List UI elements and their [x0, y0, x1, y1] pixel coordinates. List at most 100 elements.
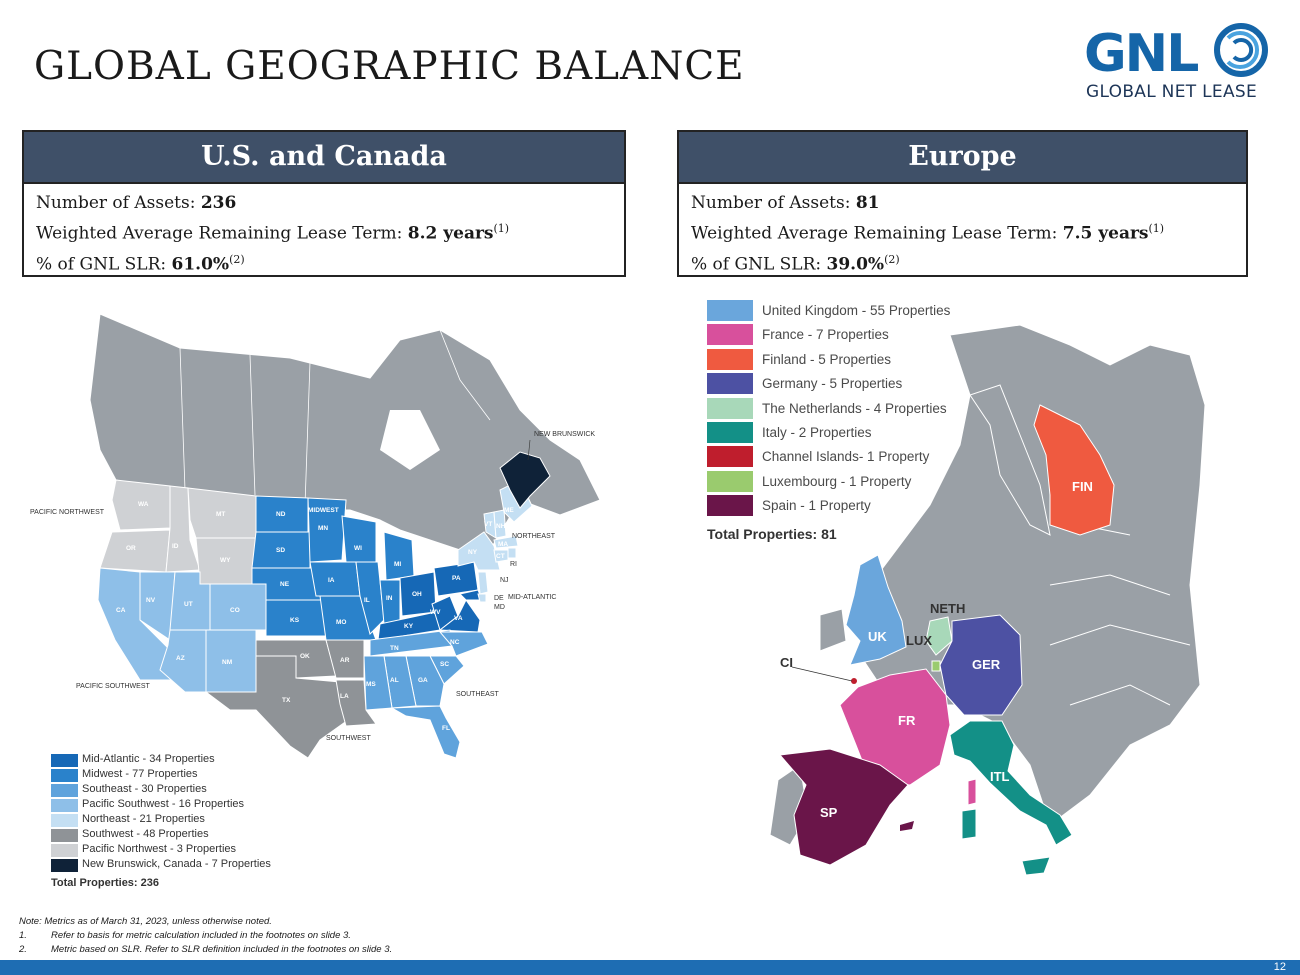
label-ga: GA [418, 677, 428, 684]
label-ct: CT [496, 553, 505, 560]
eu-term-row: Weighted Average Remaining Lease Term: 7… [691, 222, 1165, 244]
label-ny: NY [468, 549, 478, 556]
label-de: DE [494, 595, 504, 602]
label-wa: WA [138, 501, 149, 508]
label-ks: KS [290, 617, 300, 624]
state-wi [341, 515, 377, 563]
label-mi: MI [394, 561, 401, 568]
label-nm: NM [222, 659, 232, 666]
state-nj [477, 571, 489, 595]
label-sc: SC [440, 661, 449, 668]
label-la: LA [340, 693, 349, 700]
eu-legend-item: United Kingdom - 55 Properties [707, 300, 950, 324]
gnl-logo: GNL GLOBAL NET LEASE [1084, 22, 1274, 106]
region-southwest: SOUTHWEST [326, 735, 371, 742]
country-channel-islands [851, 678, 857, 684]
eu-legend-swatch [707, 348, 753, 370]
eu-legend-item: Italy - 2 Properties [707, 421, 872, 446]
eu-legend-swatch [707, 300, 753, 321]
label-ok: OK [300, 653, 310, 660]
country-sicily [1021, 856, 1051, 876]
state-ct [493, 549, 509, 563]
us-legend-item: Southwest - 48 Properties [51, 828, 209, 843]
eu-assets-value: 81 [855, 193, 880, 213]
eu-legend-swatch [707, 324, 753, 346]
country-spain [779, 748, 909, 866]
eu-legend-item: France - 7 Properties [707, 324, 889, 348]
label-ca: CA [116, 607, 126, 614]
state-nc [438, 631, 489, 657]
eu-legend-item: The Netherlands - 4 Properties [707, 397, 947, 422]
label-az: AZ [176, 655, 185, 662]
label-ma: MA [498, 541, 508, 548]
label-in: IN [386, 595, 393, 602]
page-title: GLOBAL GEOGRAPHIC BALANCE [34, 44, 745, 89]
us-canada-panel: U.S. and Canada Number of Assets: 236 We… [22, 130, 626, 277]
label-md: MD [494, 604, 505, 611]
label-lux: LUX [906, 633, 932, 648]
logo-subtitle: GLOBAL NET LEASE [1086, 82, 1258, 102]
label-pa: PA [452, 575, 461, 582]
state-de [477, 593, 487, 603]
region-midwest: MIDWEST [308, 507, 339, 514]
eu-slr-value: 39.0% [826, 254, 885, 275]
label-nj: NJ [500, 577, 509, 584]
label-ar: AR [340, 657, 350, 664]
state-fl [390, 705, 461, 759]
state-ia [309, 561, 361, 597]
footnotes: Note: Metrics as of March 31, 2023, unle… [19, 915, 392, 957]
label-nh: NH [496, 523, 506, 530]
europe-map: FIN UK GER FR ITL SP NETH LUX CI [769, 325, 1206, 876]
country-ireland [819, 608, 847, 652]
label-uk: UK [868, 629, 887, 644]
label-vt: VT [484, 521, 492, 528]
label-ky: KY [404, 623, 414, 630]
label-nv: NV [146, 597, 156, 604]
label-oh: OH [412, 591, 422, 598]
eu-legend-swatch [707, 495, 753, 517]
us-legend-swatch [51, 859, 78, 872]
label-ne: NE [280, 581, 290, 588]
label-ger: GER [972, 657, 1001, 672]
us-legend-item: Midwest - 77 Properties [51, 768, 198, 783]
state-nh [493, 509, 507, 539]
europe-panel: Europe Number of Assets: 81 Weighted Ave… [677, 130, 1248, 277]
us-legend-swatch [51, 829, 78, 842]
state-ar [325, 639, 365, 679]
label-tx: TX [282, 697, 291, 704]
state-ny [457, 531, 501, 571]
label-co: CO [230, 607, 240, 614]
state-wa [111, 479, 171, 531]
us-term-value: 8.2 years [407, 223, 494, 244]
eu-term-value: 7.5 years [1062, 223, 1149, 244]
region-southeast: SOUTHEAST [456, 691, 500, 698]
eu-legend-label: Luxembourg - 1 Property [762, 473, 912, 489]
us-panel-header: U.S. and Canada [24, 132, 624, 184]
us-legend-swatch [51, 814, 78, 827]
eu-legend-total: Total Properties: 81 [707, 525, 837, 542]
us-slr-value: 61.0% [171, 254, 230, 275]
eu-legend-swatch [707, 446, 753, 468]
label-ia: IA [328, 577, 335, 584]
country-germany [939, 614, 1023, 716]
us-legend-item: Southeast - 30 Properties [51, 783, 207, 798]
us-legend-item: New Brunswick, Canada - 7 Properties [51, 858, 271, 873]
eu-legend-swatch [707, 373, 753, 395]
label-neth: NETH [930, 601, 965, 616]
region-pacific-southwest: PACIFIC SOUTHWEST [76, 683, 150, 690]
footnote-1: 1. Refer to basis for metric calculation … [19, 930, 351, 941]
region-northeast: NORTHEAST [512, 533, 556, 540]
label-il: IL [364, 597, 370, 604]
us-slr-row: % of GNL SLR: 61.0%(2) [36, 252, 245, 275]
page-number: 12 [1273, 961, 1286, 973]
us-legend-item: Northeast - 21 Properties [51, 813, 205, 828]
us-legend-label: Pacific Southwest - 16 Properties [82, 798, 245, 810]
country-netherlands [925, 616, 953, 656]
label-mo: MO [336, 619, 346, 626]
eu-legend-label: Finland - 5 Properties [762, 351, 892, 367]
country-uk [845, 554, 907, 666]
region-new-brunswick: NEW BRUNSWICK [534, 431, 595, 438]
label-ms: MS [366, 681, 376, 688]
state-ri [507, 547, 517, 559]
label-nc: NC [450, 639, 460, 646]
